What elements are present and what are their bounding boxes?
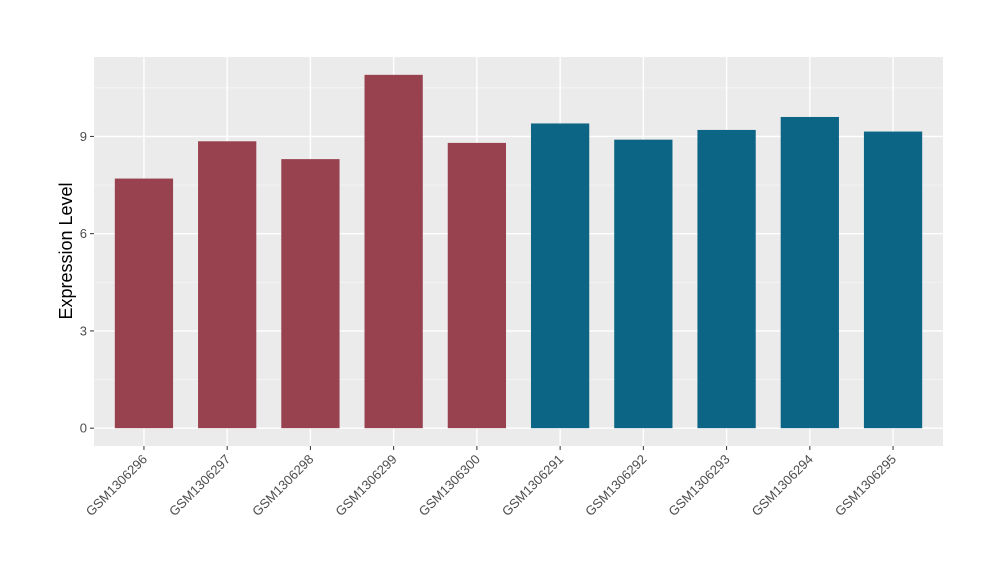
y-tick-label: 3: [80, 323, 87, 338]
x-tick-label: GSM1306294: [749, 452, 816, 519]
y-axis-title: Expression Level: [56, 182, 76, 319]
x-tick-label: GSM1306293: [665, 452, 732, 519]
x-tick-label: GSM1306296: [83, 452, 150, 519]
x-tick-label: GSM1306300: [416, 452, 483, 519]
bar-GSM1306299: [364, 74, 423, 429]
x-tick-label: GSM1306299: [332, 452, 399, 519]
bar-GSM1306298: [281, 159, 340, 429]
bars: [114, 74, 923, 429]
bar-GSM1306297: [198, 141, 257, 429]
x-tick-label: GSM1306295: [832, 452, 899, 519]
bar-GSM1306293: [697, 129, 756, 429]
bar-GSM1306295: [863, 131, 923, 429]
y-tick-label: 9: [80, 129, 87, 144]
y-axis: 0 3 6 9: [80, 129, 94, 436]
bar-GSM1306292: [614, 139, 673, 429]
y-tick-label: 6: [80, 226, 87, 241]
y-tick-label: 0: [80, 421, 87, 436]
bar-GSM1306296: [114, 178, 174, 429]
x-tick-label: GSM1306298: [249, 452, 316, 519]
bar-GSM1306300: [447, 142, 507, 429]
bar-GSM1306291: [530, 123, 590, 429]
bar-GSM1306294: [780, 116, 839, 429]
x-tick-label: GSM1306297: [166, 452, 233, 519]
x-axis: GSM1306296 GSM1306297 GSM1306298 GSM1306299…: [83, 446, 899, 519]
x-tick-label: GSM1306292: [582, 452, 649, 519]
x-tick-label: GSM1306291: [499, 452, 566, 519]
